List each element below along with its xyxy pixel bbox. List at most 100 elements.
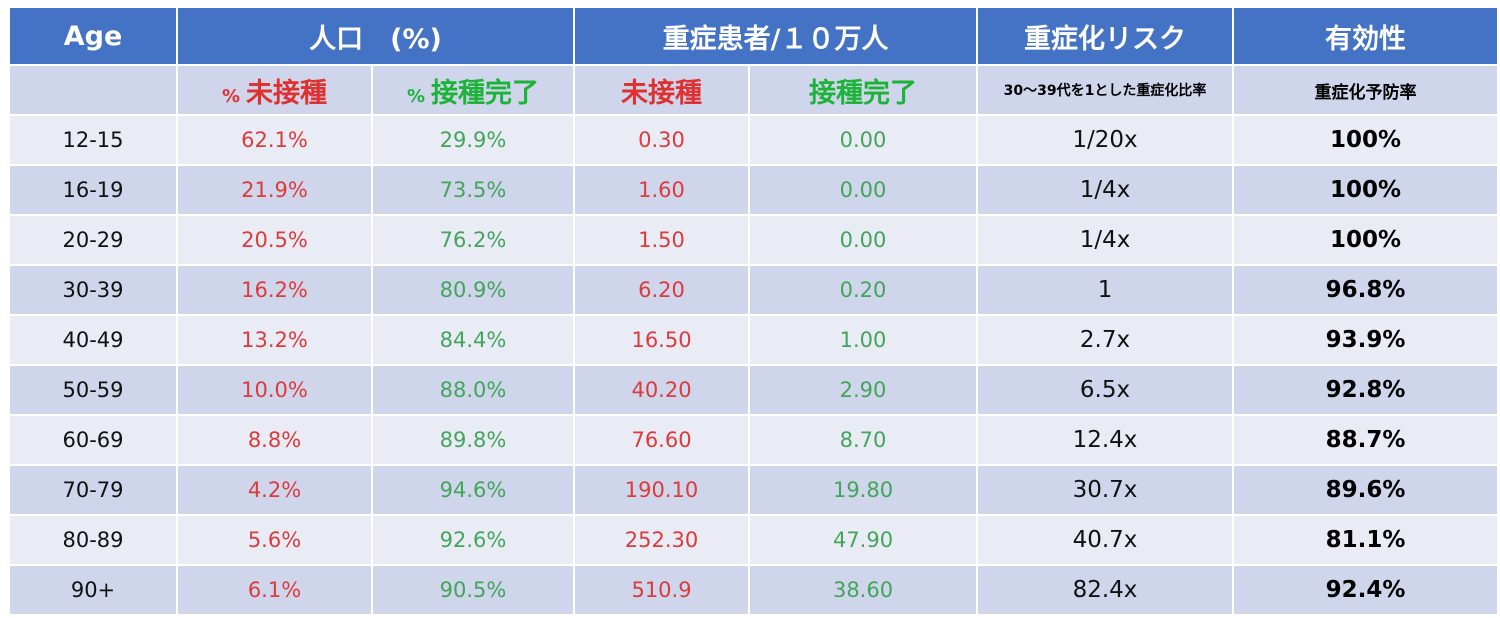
subheader-effectiveness-note: 重症化予防率 bbox=[1234, 66, 1498, 116]
cell-pop-vaccinated: 84.4% bbox=[373, 316, 576, 366]
cell-risk: 12.4x bbox=[978, 416, 1235, 466]
cell-age: 12-15 bbox=[10, 116, 178, 166]
cell-severe-unvaccinated: 190.10 bbox=[575, 466, 751, 516]
cell-effectiveness: 89.6% bbox=[1234, 466, 1498, 516]
subheader-label: 接種完了 bbox=[431, 77, 540, 109]
subheader-age-empty bbox=[10, 66, 178, 116]
header-severe-per-100k: 重症患者/１０万人 bbox=[575, 8, 979, 66]
cell-severe-unvaccinated: 1.60 bbox=[575, 166, 751, 216]
cell-pop-unvaccinated: 21.9% bbox=[178, 166, 373, 216]
cell-pop-unvaccinated: 6.1% bbox=[178, 566, 373, 616]
cell-effectiveness: 100% bbox=[1234, 116, 1498, 166]
cell-severe-vaccinated: 0.20 bbox=[750, 266, 979, 316]
cell-age: 60-69 bbox=[10, 416, 178, 466]
cell-severe-unvaccinated: 252.30 bbox=[575, 516, 751, 566]
cell-severe-vaccinated: 1.00 bbox=[750, 316, 979, 366]
cell-pop-vaccinated: 92.6% bbox=[373, 516, 576, 566]
table-row: 30-39 16.2% 80.9% 6.20 0.20 1 96.8% bbox=[10, 266, 1498, 316]
subheader-severe-vaccinated: 接種完了 bbox=[750, 66, 979, 116]
table-row: 40-49 13.2% 84.4% 16.50 1.00 2.7x 93.9% bbox=[10, 316, 1498, 366]
cell-severe-unvaccinated: 40.20 bbox=[575, 366, 751, 416]
cell-severe-vaccinated: 38.60 bbox=[750, 566, 979, 616]
header-row: Age 人口 (%) 重症患者/１０万人 重症化リスク 有効性 bbox=[10, 8, 1498, 66]
cell-severe-unvaccinated: 510.9 bbox=[575, 566, 751, 616]
table-row: 20-29 20.5% 76.2% 1.50 0.00 1/4x 100% bbox=[10, 216, 1498, 266]
cell-pop-vaccinated: 89.8% bbox=[373, 416, 576, 466]
table-row: 70-79 4.2% 94.6% 190.10 19.80 30.7x 89.6% bbox=[10, 466, 1498, 516]
cell-pop-unvaccinated: 4.2% bbox=[178, 466, 373, 516]
cell-risk: 1/4x bbox=[978, 166, 1235, 216]
percent-symbol: % bbox=[221, 85, 241, 107]
cell-pop-unvaccinated: 13.2% bbox=[178, 316, 373, 366]
cell-pop-vaccinated: 94.6% bbox=[373, 466, 576, 516]
cell-risk: 2.7x bbox=[978, 316, 1235, 366]
cell-severe-unvaccinated: 0.30 bbox=[575, 116, 751, 166]
subheader-row: % 未接種 % 接種完了 未接種 接種完了 30～39代を1とした重症化比率 重症化… bbox=[10, 66, 1498, 116]
table-row: 60-69 8.8% 89.8% 76.60 8.70 12.4x 88.7% bbox=[10, 416, 1498, 466]
cell-severe-vaccinated: 47.90 bbox=[750, 516, 979, 566]
cell-risk: 30.7x bbox=[978, 466, 1235, 516]
header-effectiveness: 有効性 bbox=[1234, 8, 1498, 66]
cell-effectiveness: 100% bbox=[1234, 216, 1498, 266]
cell-risk: 40.7x bbox=[978, 516, 1235, 566]
vaccination-data-table: Age 人口 (%) 重症患者/１０万人 重症化リスク 有効性 % 未接種 % 接種… bbox=[10, 8, 1498, 616]
table-row: 80-89 5.6% 92.6% 252.30 47.90 40.7x 81.1% bbox=[10, 516, 1498, 566]
cell-age: 70-79 bbox=[10, 466, 178, 516]
cell-pop-vaccinated: 29.9% bbox=[373, 116, 576, 166]
subheader-pop-unvaccinated: % 未接種 bbox=[178, 66, 373, 116]
cell-pop-unvaccinated: 16.2% bbox=[178, 266, 373, 316]
cell-severe-unvaccinated: 6.20 bbox=[575, 266, 751, 316]
subheader-risk-note: 30～39代を1とした重症化比率 bbox=[978, 66, 1235, 116]
cell-effectiveness: 88.7% bbox=[1234, 416, 1498, 466]
header-risk: 重症化リスク bbox=[978, 8, 1235, 66]
cell-pop-vaccinated: 76.2% bbox=[373, 216, 576, 266]
cell-severe-unvaccinated: 76.60 bbox=[575, 416, 751, 466]
cell-effectiveness: 92.4% bbox=[1234, 566, 1498, 616]
cell-pop-vaccinated: 88.0% bbox=[373, 366, 576, 416]
cell-severe-unvaccinated: 16.50 bbox=[575, 316, 751, 366]
subheader-pop-vaccinated: % 接種完了 bbox=[373, 66, 576, 116]
cell-age: 20-29 bbox=[10, 216, 178, 266]
cell-severe-vaccinated: 0.00 bbox=[750, 216, 979, 266]
cell-age: 90+ bbox=[10, 566, 178, 616]
header-age: Age bbox=[10, 8, 178, 66]
cell-pop-vaccinated: 90.5% bbox=[373, 566, 576, 616]
cell-pop-unvaccinated: 10.0% bbox=[178, 366, 373, 416]
cell-pop-vaccinated: 73.5% bbox=[373, 166, 576, 216]
cell-pop-unvaccinated: 62.1% bbox=[178, 116, 373, 166]
cell-age: 80-89 bbox=[10, 516, 178, 566]
cell-risk: 6.5x bbox=[978, 366, 1235, 416]
cell-severe-vaccinated: 2.90 bbox=[750, 366, 979, 416]
cell-effectiveness: 96.8% bbox=[1234, 266, 1498, 316]
table-row: 50-59 10.0% 88.0% 40.20 2.90 6.5x 92.8% bbox=[10, 366, 1498, 416]
cell-pop-unvaccinated: 5.6% bbox=[178, 516, 373, 566]
cell-severe-vaccinated: 8.70 bbox=[750, 416, 979, 466]
cell-age: 16-19 bbox=[10, 166, 178, 216]
cell-risk: 82.4x bbox=[978, 566, 1235, 616]
cell-effectiveness: 92.8% bbox=[1234, 366, 1498, 416]
cell-severe-vaccinated: 19.80 bbox=[750, 466, 979, 516]
cell-age: 30-39 bbox=[10, 266, 178, 316]
subheader-severe-unvaccinated: 未接種 bbox=[575, 66, 751, 116]
cell-risk: 1/4x bbox=[978, 216, 1235, 266]
subheader-label: 未接種 bbox=[246, 77, 328, 109]
cell-severe-unvaccinated: 1.50 bbox=[575, 216, 751, 266]
table-row: 16-19 21.9% 73.5% 1.60 0.00 1/4x 100% bbox=[10, 166, 1498, 216]
percent-symbol: % bbox=[406, 85, 426, 107]
header-population: 人口 (%) bbox=[178, 8, 576, 66]
cell-risk: 1/20x bbox=[978, 116, 1235, 166]
cell-age: 50-59 bbox=[10, 366, 178, 416]
cell-risk: 1 bbox=[978, 266, 1235, 316]
cell-pop-vaccinated: 80.9% bbox=[373, 266, 576, 316]
cell-severe-vaccinated: 0.00 bbox=[750, 116, 979, 166]
cell-severe-vaccinated: 0.00 bbox=[750, 166, 979, 216]
cell-effectiveness: 81.1% bbox=[1234, 516, 1498, 566]
cell-age: 40-49 bbox=[10, 316, 178, 366]
table-body: 12-15 62.1% 29.9% 0.30 0.00 1/20x 100% 16-19 21.… bbox=[10, 116, 1498, 616]
table-row: 90+ 6.1% 90.5% 510.9 38.60 82.4x 92.4% bbox=[10, 566, 1498, 616]
cell-pop-unvaccinated: 8.8% bbox=[178, 416, 373, 466]
cell-pop-unvaccinated: 20.5% bbox=[178, 216, 373, 266]
table-row: 12-15 62.1% 29.9% 0.30 0.00 1/20x 100% bbox=[10, 116, 1498, 166]
cell-effectiveness: 100% bbox=[1234, 166, 1498, 216]
cell-effectiveness: 93.9% bbox=[1234, 316, 1498, 366]
